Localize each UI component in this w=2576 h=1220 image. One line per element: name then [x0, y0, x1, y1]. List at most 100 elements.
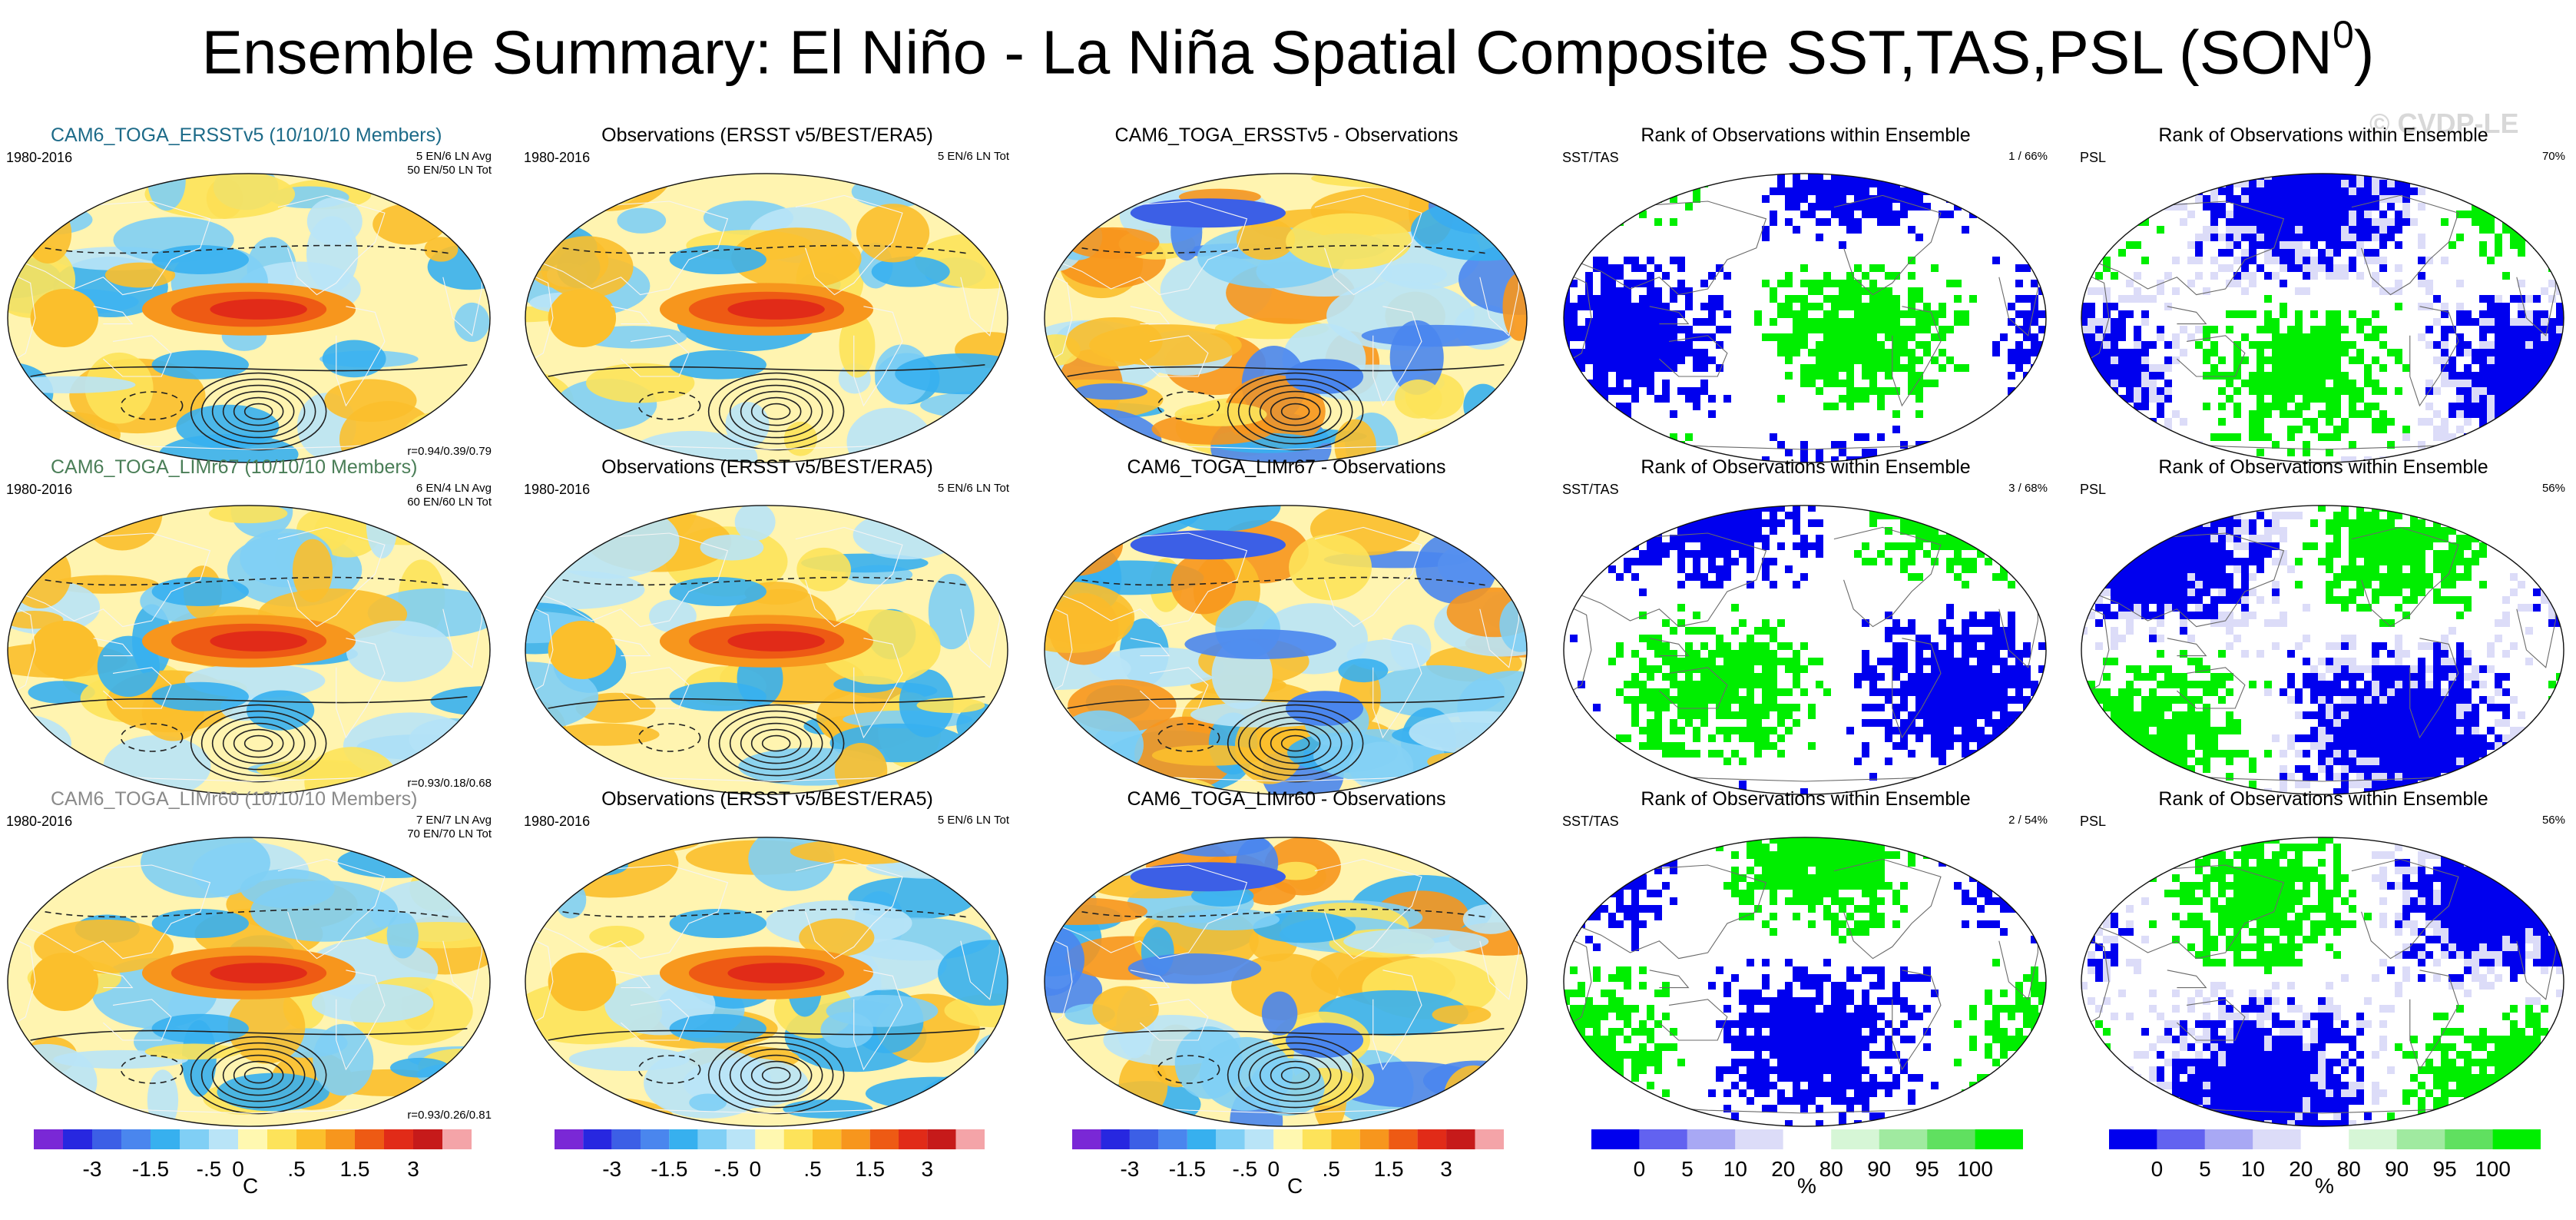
psl-contours	[1067, 576, 1505, 783]
colorbar-swatch	[209, 1129, 238, 1149]
colorbar-swatch	[611, 1129, 641, 1149]
rank-map	[1563, 173, 2047, 463]
rank-map	[1563, 505, 2047, 795]
colorbar-swatch	[1879, 1129, 1928, 1149]
colorbar-tick-label: 0	[2151, 1157, 2164, 1181]
colorbar-swatch	[2253, 1129, 2301, 1149]
colorbar-swatch	[296, 1129, 326, 1149]
panel-title: Rank of Observations within Ensemble	[2158, 456, 2488, 478]
colorbar-swatch	[583, 1129, 612, 1149]
colorbar-swatch	[180, 1129, 209, 1149]
colorbar-tick-label: 80	[1819, 1157, 1843, 1181]
colorbar-swatch	[355, 1129, 384, 1149]
colorbar-tick-label: 100	[2475, 1157, 2511, 1181]
colorbar-swatch	[1975, 1129, 2023, 1149]
colorbar-swatch	[92, 1129, 121, 1149]
colorbar-swatch	[841, 1129, 870, 1149]
panel-info: 6 EN/4 LN Avg 60 EN/60 LN Tot	[407, 482, 492, 509]
colorbar-swatch	[326, 1129, 355, 1149]
colorbar-swatch	[1302, 1129, 1332, 1149]
panel-row1-diff: CAM6_TOGA_ERSSTv5 - Observations	[1037, 124, 1536, 470]
anomaly-map	[1044, 173, 1528, 463]
colorbar-swatch	[413, 1129, 442, 1149]
colorbar-tick-label: 1.5	[855, 1157, 886, 1181]
colorbar-swatch	[755, 1129, 784, 1149]
colorbar-swatch	[1101, 1129, 1130, 1149]
colorbar-tick-label: 3	[1440, 1157, 1452, 1181]
colorbar-swatch	[955, 1129, 985, 1149]
colorbar-tick-label: 95	[1915, 1157, 1939, 1181]
panel-info-line: 60 EN/60 LN Tot	[407, 496, 492, 509]
panel-info-line: 5 EN/6 LN Tot	[937, 482, 1009, 495]
panel-variable-tag: SST/TAS	[1562, 482, 1619, 497]
panel-row1-model: CAM6_TOGA_ERSSTv5 (10/10/10 Members) 1980…	[0, 124, 499, 470]
colorbar-unit: C	[243, 1174, 259, 1198]
panel-info-line: 56%	[2541, 482, 2565, 495]
diff-map	[1043, 504, 1528, 800]
panel-info-line: 70 EN/70 LN Tot	[407, 827, 492, 840]
colorbar-swatch	[869, 1129, 899, 1149]
panel-info-line: 1 / 66%	[2008, 150, 2048, 163]
panel-row1-rank2: Rank of Observations within Ensemble PSL 7…	[2074, 124, 2573, 470]
panel-title: CAM6_TOGA_LIMr60 - Observations	[1127, 788, 1446, 810]
model-map	[6, 504, 492, 800]
anomaly-colorbar-3: -3 -1.5 -.5 0 .5 1.5 3 C	[1072, 1129, 1504, 1206]
colorbar-swatch	[1735, 1129, 1783, 1149]
rank-colorbar-2: 0 5 10 20 80 90 95 100 %	[2109, 1129, 2541, 1206]
panel-info-line: 50 EN/50 LN Tot	[407, 164, 492, 177]
panel-years: 1980-2016	[524, 150, 591, 165]
panel-info-line: 56%	[2541, 814, 2565, 827]
panel-title: Rank of Observations within Ensemble	[1641, 124, 1971, 146]
panel-row3-obs: Observations (ERSST v5/BEST/ERA5) 1980-20…	[518, 788, 1017, 1134]
colorbar-tick-label: 95	[2432, 1157, 2457, 1181]
panel-years: 1980-2016	[6, 814, 73, 829]
colorbar-tick-label: -3	[82, 1157, 102, 1181]
rank2-map	[2080, 836, 2565, 1132]
panel-row2-rank2: Rank of Observations within Ensemble PSL 5…	[2074, 456, 2573, 802]
panel-row2-diff: CAM6_TOGA_LIMr67 - Observations	[1037, 456, 1536, 802]
colorbar-swatch	[2492, 1129, 2541, 1149]
colorbar-unit: %	[1797, 1174, 1816, 1198]
colorbar-swatch	[697, 1129, 727, 1149]
pattern-correlation: r=0.93/0.26/0.81	[407, 1109, 492, 1122]
panel-title: Rank of Observations within Ensemble	[2158, 788, 2488, 810]
panel-info: 5 EN/6 LN Avg 50 EN/50 LN Tot	[407, 150, 492, 177]
colorbar-swatch	[1359, 1129, 1389, 1149]
colorbar-tick-label: 3	[407, 1157, 419, 1181]
colorbar-tick-label: -1.5	[651, 1157, 688, 1181]
rank-map	[1563, 837, 2047, 1127]
psl-contours	[30, 244, 468, 451]
colorbar-swatch	[1831, 1129, 1879, 1149]
panel-years: 1980-2016	[6, 150, 73, 165]
colorbar-swatch	[2300, 1129, 2349, 1149]
colorbar-tick-label: 90	[1867, 1157, 1892, 1181]
panel-title: CAM6_TOGA_ERSSTv5 (10/10/10 Members)	[51, 124, 442, 146]
colorbar-tick-label: 5	[1681, 1157, 1694, 1181]
colorbar-unit: %	[2315, 1174, 2334, 1198]
panel-years: 1980-2016	[6, 482, 73, 497]
panel-title: CAM6_TOGA_LIMr67 - Observations	[1127, 456, 1446, 478]
colorbar-swatch	[1273, 1129, 1303, 1149]
colorbar-tick-label: 80	[2336, 1157, 2361, 1181]
rank-map	[2081, 505, 2564, 795]
panel-variable-tag: PSL	[2080, 150, 2107, 165]
colorbar-swatch	[899, 1129, 928, 1149]
psl-contours	[548, 244, 985, 451]
panel-info-line: 6 EN/4 LN Avg	[416, 482, 492, 495]
colorbar-swatch	[384, 1129, 413, 1149]
colorbar-swatch	[1927, 1129, 1975, 1149]
panel-info: 5 EN/6 LN Tot	[938, 814, 1009, 827]
colorbar-tick-label: 0	[232, 1157, 244, 1181]
colorbar-swatch	[1158, 1129, 1187, 1149]
diff-map	[1043, 172, 1528, 468]
obs-map	[524, 836, 1009, 1132]
panel-row3-rank1: Rank of Observations within Ensemble SST/…	[1556, 788, 2055, 1134]
colorbar-tick-label: 20	[1771, 1157, 1796, 1181]
colorbar-unit: C	[1287, 1174, 1303, 1198]
colorbar-swatch	[1129, 1129, 1159, 1149]
rank-map	[2081, 837, 2564, 1127]
psl-contours	[548, 908, 985, 1115]
colorbar-tick-label: -1.5	[131, 1157, 170, 1181]
panel-info-line: 5 EN/6 LN Tot	[937, 814, 1009, 827]
rank2-map	[2080, 504, 2565, 800]
